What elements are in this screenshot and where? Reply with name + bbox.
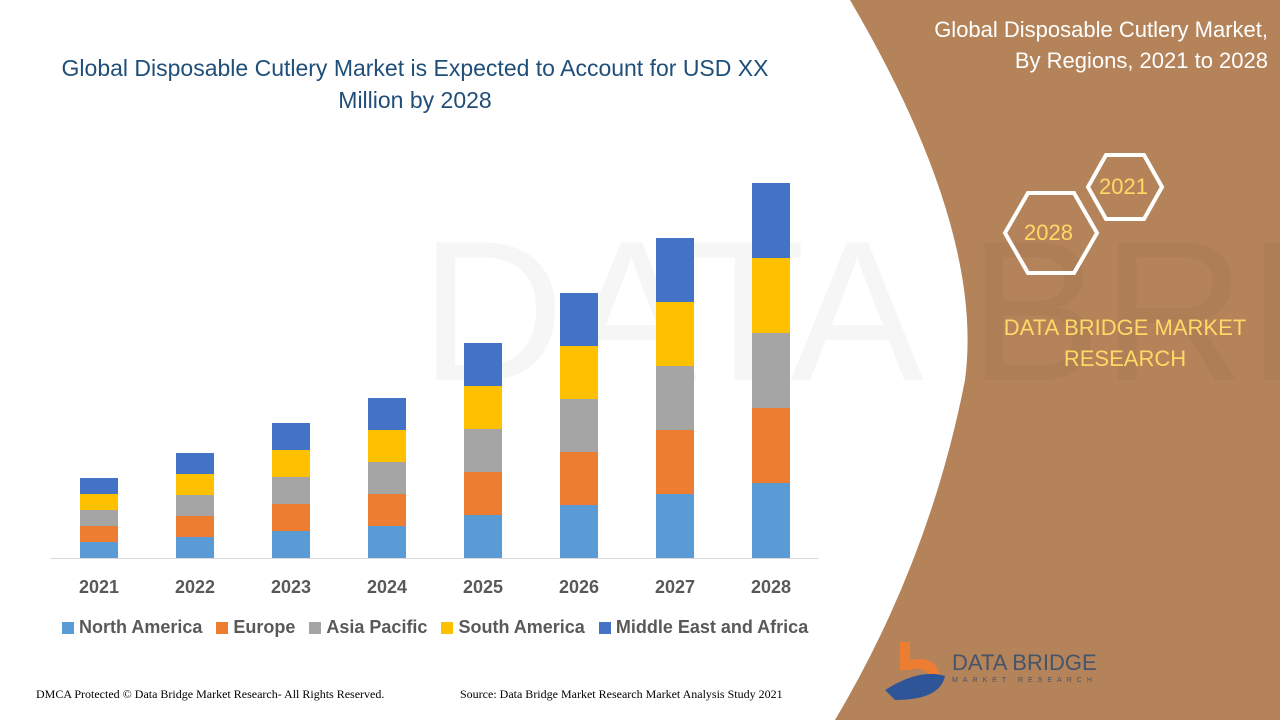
legend-swatch — [441, 621, 454, 634]
logo-text: DATA BRIDGE — [952, 650, 1097, 675]
bar-segment — [560, 346, 598, 399]
legend-item: Asia Pacific — [309, 617, 427, 638]
bar-segment — [80, 526, 118, 542]
bar-segment — [560, 399, 598, 452]
chart-plot: 2021 2022 2023 2024 2025 2026 2027 2028 — [50, 183, 818, 597]
legend-label: North America — [79, 617, 203, 637]
x-tick-label: 2028 — [751, 577, 791, 597]
legend-swatch — [62, 621, 74, 634]
side-title: Global Disposable Cutlery Market, By Regi… — [934, 14, 1268, 76]
footer-copyright: DMCA Protected © Data Bridge Market Rese… — [36, 687, 385, 701]
bar-segment — [464, 515, 502, 558]
logo-icon — [885, 642, 945, 700]
legend: North America Europe Asia Pacific South Ame… — [62, 617, 808, 638]
chart-title: Global Disposable Cutlery Market is Expe… — [61, 55, 769, 113]
bar-segment — [272, 423, 310, 450]
bar-segment — [176, 453, 214, 474]
bar-segment — [656, 366, 694, 430]
x-tick-label: 2025 — [463, 577, 503, 597]
bar-segment — [368, 462, 406, 494]
bar-segment — [656, 430, 694, 494]
bar-segment — [368, 430, 406, 462]
bar-segment — [80, 478, 118, 494]
hex-label-end: 2028 — [1024, 220, 1073, 245]
bar-segment — [80, 510, 118, 526]
hex-label-start: 2021 — [1099, 174, 1148, 199]
x-tick-label: 2024 — [367, 577, 407, 597]
bar-segment — [560, 452, 598, 505]
bar-segment — [656, 302, 694, 366]
bar-segment — [464, 472, 502, 515]
legend-item: Middle East and Africa — [598, 617, 809, 638]
bar-segment — [368, 398, 406, 430]
bar-segment — [464, 343, 502, 386]
legend-swatch — [309, 621, 322, 634]
bar-segment — [560, 505, 598, 558]
legend-item: North America — [62, 617, 202, 638]
bar-segment — [272, 531, 310, 558]
side-title-line1: Global Disposable Cutlery Market, — [934, 17, 1268, 42]
x-tick-label: 2022 — [175, 577, 215, 597]
bar-segment — [752, 408, 790, 483]
hexagon-2021-icon — [1085, 153, 1165, 221]
bar-segment — [176, 516, 214, 537]
bar-segment — [560, 293, 598, 346]
logo-subtext: MARKET RESEARCH — [952, 677, 1097, 684]
side-title-line2: By Regions, 2021 to 2028 — [1014, 48, 1268, 73]
bar-segment — [272, 477, 310, 504]
bar-segment — [272, 450, 310, 477]
legend-swatch — [216, 621, 229, 634]
legend-swatch — [598, 621, 611, 634]
bar-segment — [752, 183, 790, 258]
bar-segment — [176, 474, 214, 495]
footer-source: Source: Data Bridge Market Research Mark… — [460, 687, 783, 701]
x-tick-label: 2026 — [559, 577, 599, 597]
side-panel — [835, 0, 1280, 720]
bar-segment — [464, 429, 502, 472]
bar-segment — [176, 537, 214, 558]
legend-item: South America — [441, 617, 585, 638]
bar-segment — [656, 238, 694, 302]
bar-segment — [656, 494, 694, 558]
legend-item: Europe — [216, 617, 295, 638]
bar-segment — [368, 526, 406, 558]
bar-segment — [272, 504, 310, 531]
bar-segment — [368, 494, 406, 526]
legend-label: Middle East and Africa — [615, 617, 809, 637]
bar-segment — [752, 483, 790, 558]
bar-segment — [464, 386, 502, 429]
bar-segment — [80, 494, 118, 510]
bar-segment — [80, 542, 118, 558]
hexagon-2028-icon — [1002, 191, 1100, 275]
bar-segment — [752, 258, 790, 333]
legend-label: Asia Pacific — [326, 617, 428, 637]
legend-label: South America — [458, 617, 585, 637]
x-tick-label: 2027 — [655, 577, 695, 597]
legend-label: Europe — [233, 617, 296, 637]
x-tick-label: 2023 — [271, 577, 311, 597]
bar-segment — [176, 495, 214, 516]
bar-segment — [752, 333, 790, 408]
x-tick-label: 2021 — [79, 577, 119, 597]
brand-text: DATA BRIDGE MARKET RESEARCH — [1003, 315, 1247, 371]
